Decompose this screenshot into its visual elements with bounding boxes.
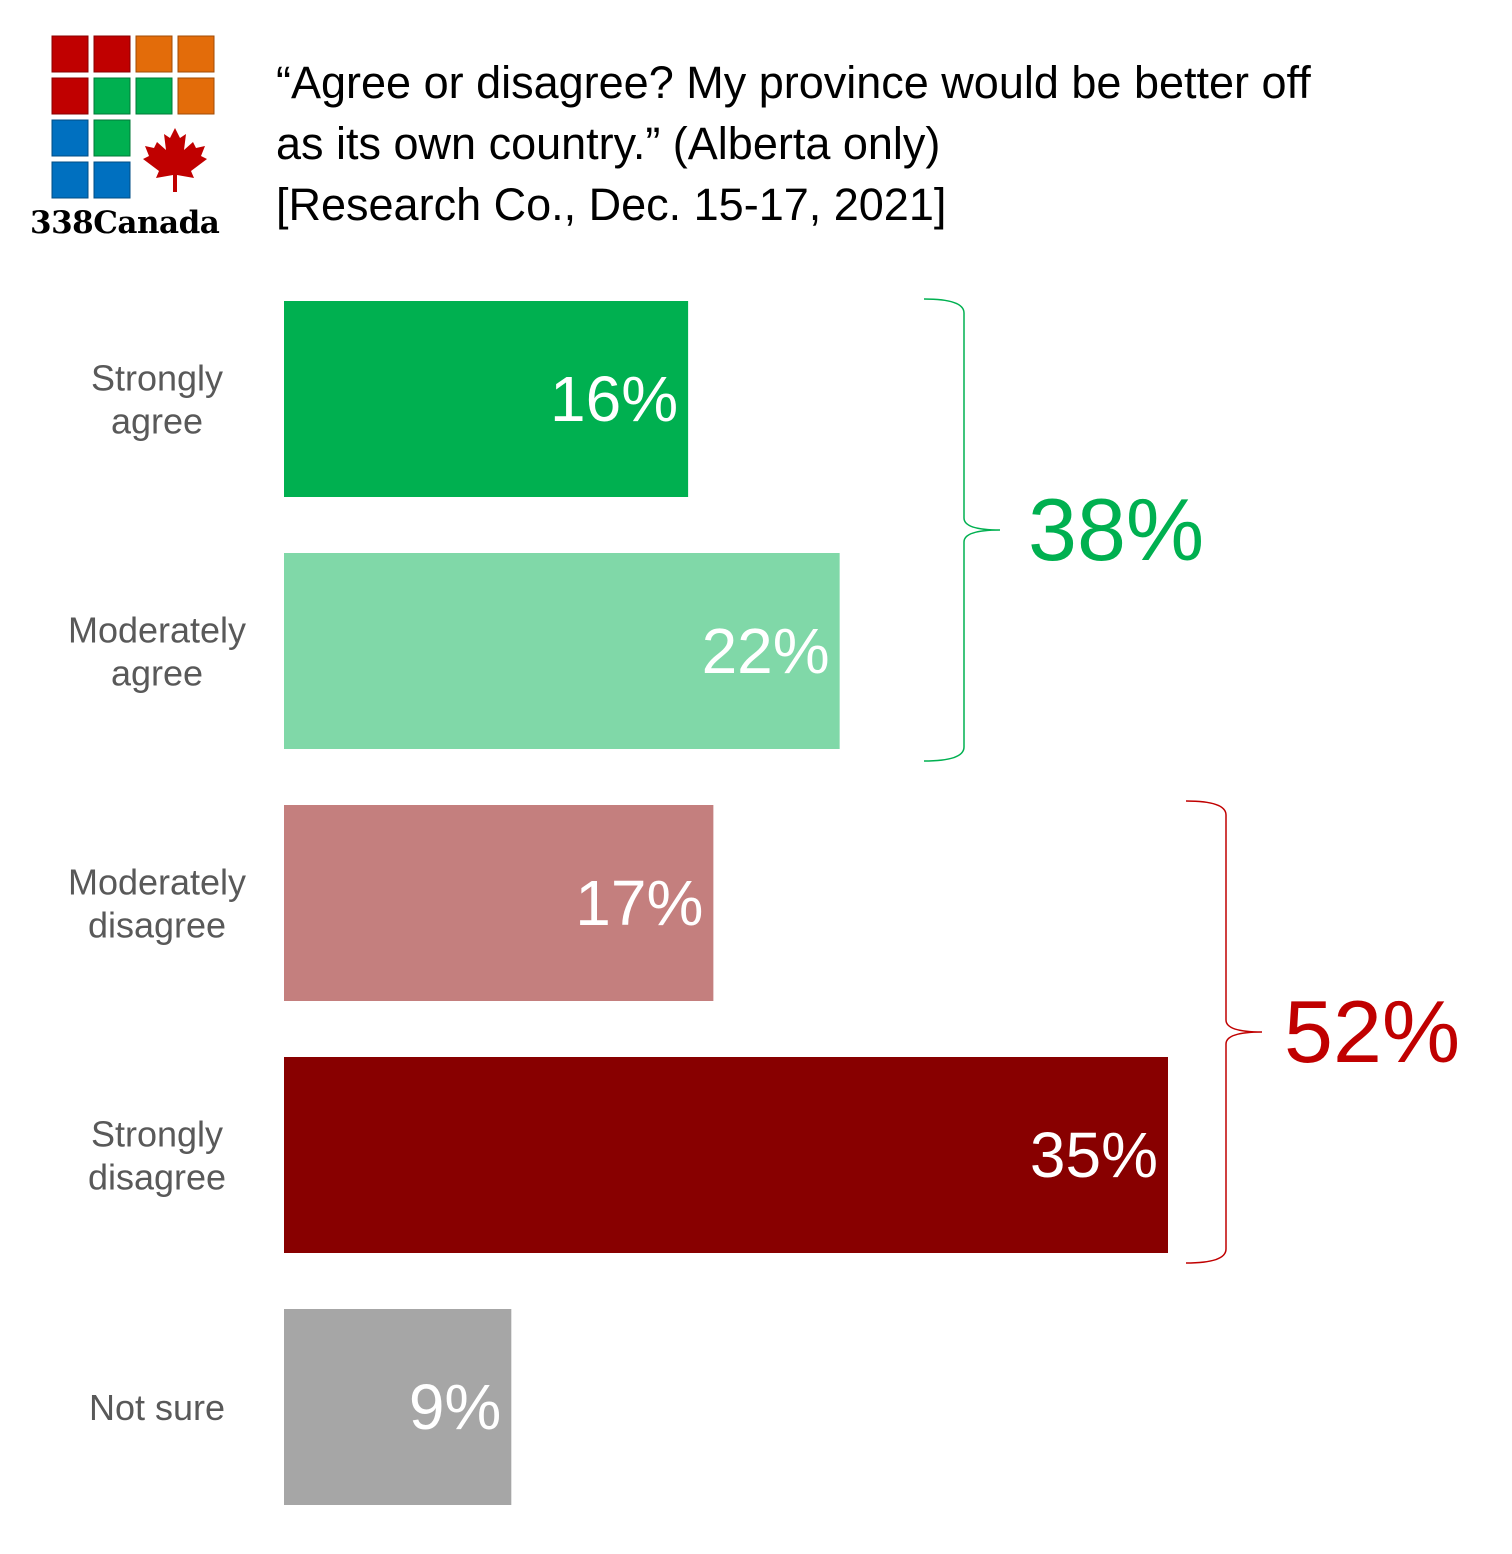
338canada-logo: [51, 35, 215, 199]
category-label-strongly-disagree: Strongly disagree: [88, 1114, 226, 1198]
value-label-strongly-agree: 16%: [550, 363, 678, 435]
bar-moderately-disagree: [284, 805, 714, 1001]
category-label-line: agree: [111, 653, 203, 694]
value-label-moderately-agree: 22%: [702, 615, 830, 687]
value-label-not-sure: 9%: [409, 1371, 502, 1443]
category-label-line: Moderately: [68, 862, 246, 903]
category-label-line: disagree: [88, 905, 226, 946]
category-label-strongly-agree: Strongly agree: [91, 358, 223, 442]
category-label-line: Strongly: [91, 358, 223, 399]
category-label-line: Strongly: [91, 1114, 223, 1155]
category-label-line: disagree: [88, 1157, 226, 1198]
category-label-not-sure: Not sure: [89, 1387, 225, 1428]
logo-text: 338Canada: [30, 205, 220, 241]
category-label-moderately-disagree: Moderately disagree: [68, 862, 246, 946]
bar-strongly-agree: [284, 301, 689, 497]
chart-title: “Agree or disagree? My province would be…: [276, 52, 1496, 235]
title-line: as its own country.” (Alberta only): [276, 118, 941, 169]
category-label-line: Not sure: [89, 1387, 225, 1428]
brace-agree: [923, 298, 1001, 762]
title-line: [Research Co., Dec. 15-17, 2021]: [276, 179, 947, 230]
title-line: “Agree or disagree? My province would be…: [276, 57, 1311, 108]
bar-not-sure: [284, 1309, 512, 1505]
value-label-moderately-disagree: 17%: [575, 867, 703, 939]
group-total-agree: 38%: [1028, 480, 1204, 579]
bar-moderately-agree: [284, 553, 840, 749]
bar-strongly-disagree: [284, 1057, 1168, 1253]
category-label-moderately-agree: Moderately agree: [68, 610, 246, 694]
group-total-disagree: 52%: [1284, 982, 1460, 1081]
maple-leaf-icon: [143, 128, 207, 192]
brace-disagree: [1185, 800, 1263, 1264]
category-label-line: agree: [111, 401, 203, 442]
category-label-line: Moderately: [68, 610, 246, 651]
value-label-strongly-disagree: 35%: [1030, 1119, 1158, 1191]
logo-grid-icon: [51, 35, 215, 199]
